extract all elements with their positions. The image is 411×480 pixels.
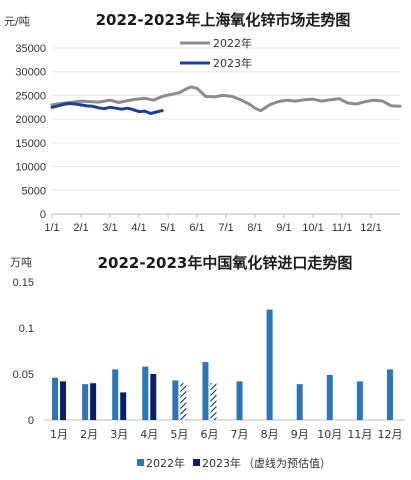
line-y-tick-label: 15000	[15, 138, 46, 150]
line-x-tick-label: 7/1	[218, 222, 233, 234]
bar-chart-unit: 万吨	[10, 256, 32, 269]
bar-x-tick-label: 6月	[200, 428, 218, 441]
bar-chart-legend: 2022年 2023年 （虚线为预估值）	[137, 456, 331, 470]
bar-2023-forecast	[180, 383, 187, 420]
line-chart-title: 2022-2023年上海氧化锌市场走势图	[96, 11, 351, 29]
bar-2023	[90, 383, 97, 420]
line-x-tick-label: 2/1	[73, 222, 88, 234]
line-y-tick-label: 5000	[22, 185, 46, 197]
line-x-tick-label: 11/1	[332, 222, 353, 234]
bar-2023	[60, 381, 67, 420]
bar-2022	[52, 377, 59, 420]
bar-2023	[120, 392, 127, 420]
line-series-2022	[50, 85, 402, 113]
bar-x-tick-label: 2月	[80, 428, 98, 441]
bar-y-tick-label: 0	[28, 415, 34, 427]
bar-2022	[356, 381, 363, 420]
line-x-tick-label: 4/1	[131, 222, 146, 234]
line-y-tick-label: 0	[40, 209, 46, 221]
line-y-tick-label: 20000	[15, 114, 46, 126]
legend-swatch-bar-2023	[193, 459, 200, 466]
line-x-tick-label: 8/1	[247, 222, 262, 234]
bar-chart-y-axis: 0 0.05 0.1 0.15	[13, 277, 405, 427]
line-chart-legend: 2022年 2023年	[180, 36, 252, 70]
bar-x-tick-label: 11月	[347, 428, 372, 441]
legend-swatch-bar-2022	[137, 459, 144, 466]
bar-y-tick-label: 0.05	[13, 369, 34, 381]
legend-label-bar-2022: 2022年	[146, 456, 185, 470]
bar-x-tick-label: 3月	[110, 428, 128, 441]
bar-2022	[326, 374, 333, 420]
bar-y-tick-label: 0.15	[13, 277, 34, 289]
bar-2022	[266, 309, 273, 420]
line-x-tick-label: 10/1	[302, 222, 323, 234]
line-y-tick-label: 25000	[15, 90, 46, 102]
bar-chart-bars	[52, 309, 393, 420]
bar-2022	[142, 366, 149, 420]
line-x-tick-label: 3/1	[102, 222, 117, 234]
bar-x-tick-label: 4月	[140, 428, 158, 441]
bar-x-tick-label: 9月	[291, 428, 309, 441]
line-chart-grid	[52, 47, 400, 215]
bar-x-tick-label: 12月	[377, 428, 402, 441]
line-x-tick-label: 1/1	[44, 222, 59, 234]
line-chart-x-axis: 1/1 2/1 3/1 4/1 5/1 6/1 7/1 8/1 9/1 10/1 11/1 12/1	[44, 214, 382, 234]
bar-2023-forecast	[210, 383, 217, 420]
bar-2022	[202, 362, 209, 420]
line-chart-series	[50, 85, 402, 115]
bar-y-tick-label: 0.1	[19, 323, 34, 335]
bar-chart-x-axis: 1月 2月 3月 4月 5月 6月 7月 8月 9月 10月 11月 12月	[50, 428, 402, 441]
legend-label-2023: 2023年	[213, 56, 252, 70]
line-x-tick-label: 5/1	[160, 222, 175, 234]
bar-x-tick-label: 5月	[170, 428, 188, 441]
bar-x-tick-label: 1月	[50, 428, 68, 441]
legend-label-2022: 2022年	[213, 36, 252, 50]
line-y-tick-label: 35000	[15, 43, 46, 55]
bar-x-tick-label: 10月	[317, 428, 342, 441]
line-y-tick-label: 30000	[15, 67, 46, 79]
bar-x-tick-label: 8月	[261, 428, 279, 441]
bar-chart-title: 2022-2023年中国氧化锌进口走势图	[98, 254, 353, 272]
line-x-tick-label: 6/1	[189, 222, 204, 234]
bar-2022	[236, 381, 243, 420]
bar-2022	[172, 380, 179, 420]
line-x-tick-label: 9/1	[276, 222, 291, 234]
bar-x-tick-label: 7月	[231, 428, 249, 441]
legend-forecast-note: （虚线为预估值）	[243, 456, 331, 470]
bar-2022	[112, 369, 119, 420]
line-x-tick-label: 12/1	[360, 222, 381, 234]
line-y-tick-label: 10000	[15, 162, 46, 174]
line-chart-unit: 元/吨	[4, 15, 30, 28]
bar-2022	[82, 384, 89, 420]
line-series-2023	[50, 102, 164, 115]
line-chart-y-axis: 0 5000 10000 15000 20000 25000 30000 35000	[15, 43, 46, 221]
legend-label-bar-2023: 2023年	[202, 456, 241, 470]
bar-2023	[150, 374, 157, 420]
bar-2022	[296, 384, 303, 420]
bar-2022	[386, 369, 393, 420]
